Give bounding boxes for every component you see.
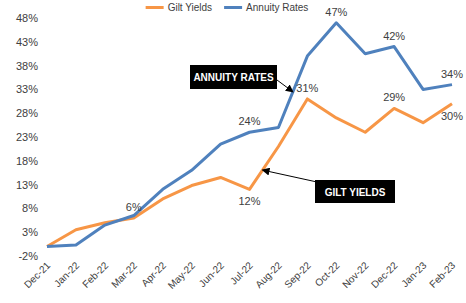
x-tick-label: Apr-22 bbox=[139, 259, 168, 288]
y-tick-label: -2% bbox=[18, 250, 38, 262]
legend-key bbox=[224, 6, 242, 9]
y-tick-label: 18% bbox=[16, 155, 38, 167]
y-tick-label: 8% bbox=[22, 202, 38, 214]
annotation-arrow bbox=[277, 80, 293, 92]
legend-label: Gilt Yields bbox=[168, 2, 212, 13]
y-tick-label: 28% bbox=[16, 107, 38, 119]
y-tick-label: 33% bbox=[16, 83, 38, 95]
y-tick-label: 3% bbox=[22, 226, 38, 238]
chart: -2%3%8%13%18%23%28%33%38%43%48%Dec-21Jan… bbox=[0, 0, 466, 303]
y-tick-label: 43% bbox=[16, 36, 38, 48]
data-label: 6% bbox=[126, 201, 142, 213]
x-tick-label: Jan-23 bbox=[399, 259, 429, 289]
annotation: GILT YIELDS bbox=[325, 187, 386, 198]
x-tick-label: Feb-23 bbox=[427, 259, 457, 289]
y-tick-label: 48% bbox=[16, 12, 38, 24]
x-tick-label: Oct-22 bbox=[313, 259, 342, 288]
data-label: 47% bbox=[325, 6, 347, 18]
data-label: 29% bbox=[383, 91, 405, 103]
data-label: 30% bbox=[441, 110, 463, 122]
annotation: ANNUITY RATES bbox=[193, 72, 274, 83]
x-tick-label: Mar-22 bbox=[109, 259, 139, 289]
y-tick-label: 23% bbox=[16, 131, 38, 143]
x-tick-label: Sep-22 bbox=[282, 259, 313, 290]
data-label: 34% bbox=[441, 68, 463, 80]
data-label: 31% bbox=[296, 82, 318, 94]
x-tick-label: Dec-21 bbox=[22, 259, 53, 290]
legend-label: Annuity Rates bbox=[246, 2, 308, 13]
annotation-box bbox=[190, 65, 277, 89]
x-tick-label: Dec-22 bbox=[369, 259, 400, 290]
data-label: 24% bbox=[238, 115, 260, 127]
annotation-arrow bbox=[263, 170, 317, 182]
x-tick-label: Jan-22 bbox=[52, 259, 82, 289]
x-tick-label: Jul-22 bbox=[228, 259, 255, 286]
series-line bbox=[47, 23, 452, 247]
x-tick-label: Nov-22 bbox=[340, 259, 371, 290]
x-tick-label: Jun-22 bbox=[197, 259, 227, 289]
data-label: 12% bbox=[238, 195, 260, 207]
x-tick-label: May-22 bbox=[166, 259, 198, 291]
y-tick-label: 13% bbox=[16, 179, 38, 191]
x-tick-label: Aug-22 bbox=[253, 259, 284, 290]
legend: Gilt Yields Annuity Rates bbox=[146, 2, 309, 13]
x-tick-label: Feb-22 bbox=[80, 259, 110, 289]
legend-key bbox=[146, 6, 164, 9]
y-tick-label: 38% bbox=[16, 60, 38, 72]
data-label: 42% bbox=[383, 30, 405, 42]
plot-lines bbox=[47, 23, 452, 247]
annotation-box bbox=[315, 180, 395, 203]
